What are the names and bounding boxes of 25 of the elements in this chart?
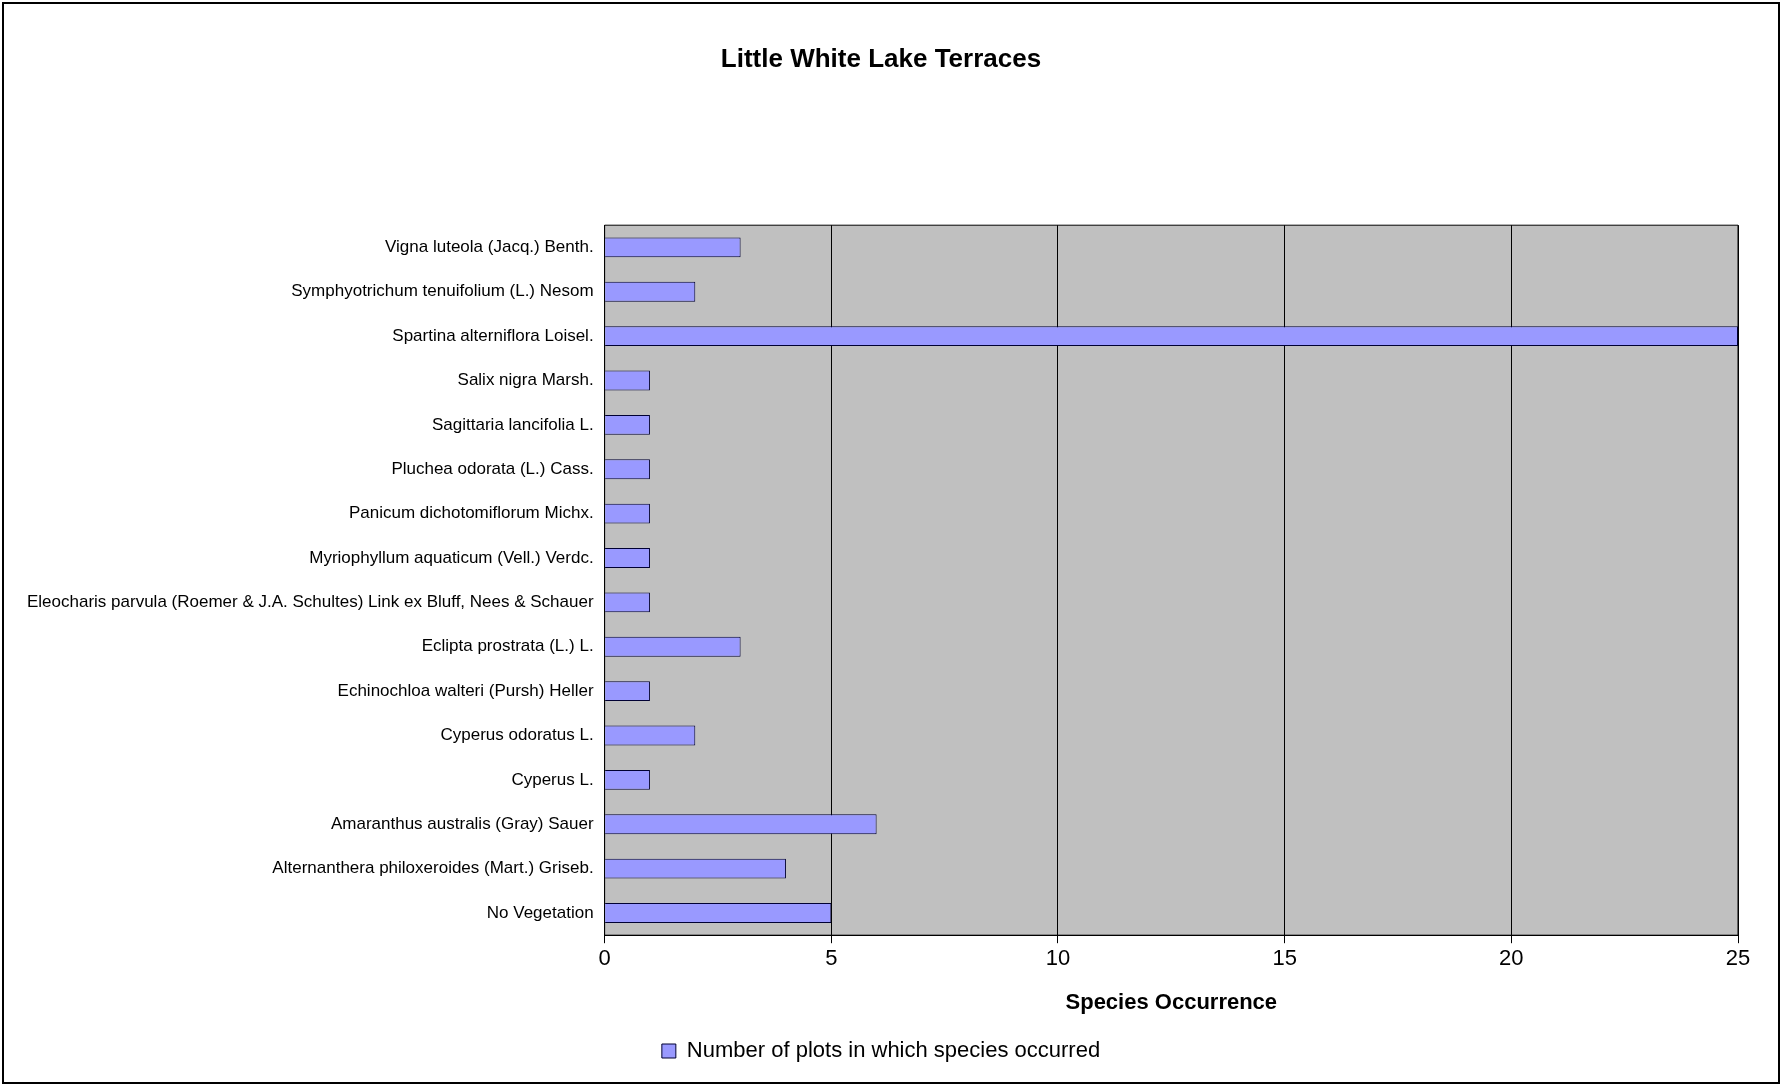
- y-tick-label: Alternanthera philoxeroides (Mart.) Griseb.: [272, 858, 594, 878]
- legend-label: Number of plots in which species occurred: [686, 1037, 1101, 1063]
- x-tick-label: 15: [1272, 945, 1297, 971]
- y-tick-label: Panicum dichotomiflorum Michx.: [348, 503, 594, 523]
- y-tick-label: Myriophyllum aquaticum (Vell.) Verdc.: [309, 547, 594, 567]
- x-tick-label: 20: [1499, 945, 1524, 971]
- y-tick-label: Symphyotrichum tenuifolium (L.) Nesom: [291, 281, 594, 301]
- x-tick-label: 25: [1725, 945, 1751, 971]
- x-axis-title: Species Occurrence: [1065, 988, 1278, 1014]
- x-tick-label: 5: [825, 945, 838, 971]
- y-tick-label: Pluchea odorata (L.) Cass.: [391, 458, 594, 478]
- chart-title: Little White Lake Terraces: [720, 42, 1042, 73]
- y-tick-label: Echinochloa walteri (Pursh) Heller: [337, 680, 594, 700]
- y-tick-label: No Vegetation: [486, 902, 594, 922]
- y-tick-label: Eleocharis parvula (Roemer & J.A. Schultes) Link ex Bluff, Nees & Schauer: [26, 592, 594, 612]
- y-tick-label: Amaranthus australis (Gray) Sauer: [330, 813, 594, 833]
- y-tick-label: Cyperus L.: [511, 769, 594, 789]
- y-tick-label: Eclipta prostrata (L.) L.: [421, 636, 594, 656]
- x-tick-label: 10: [1045, 945, 1071, 971]
- y-tick-label: Salix nigra Marsh.: [457, 370, 594, 390]
- y-tick-label: Cyperus odoratus L.: [440, 725, 594, 745]
- y-tick-label: Vigna luteola (Jacq.) Benth.: [385, 237, 594, 257]
- y-tick-label: Spartina alterniflora Loisel.: [392, 325, 594, 345]
- y-tick-label: Sagittaria lancifolia L.: [432, 414, 594, 434]
- x-tick-label: 0: [598, 945, 611, 971]
